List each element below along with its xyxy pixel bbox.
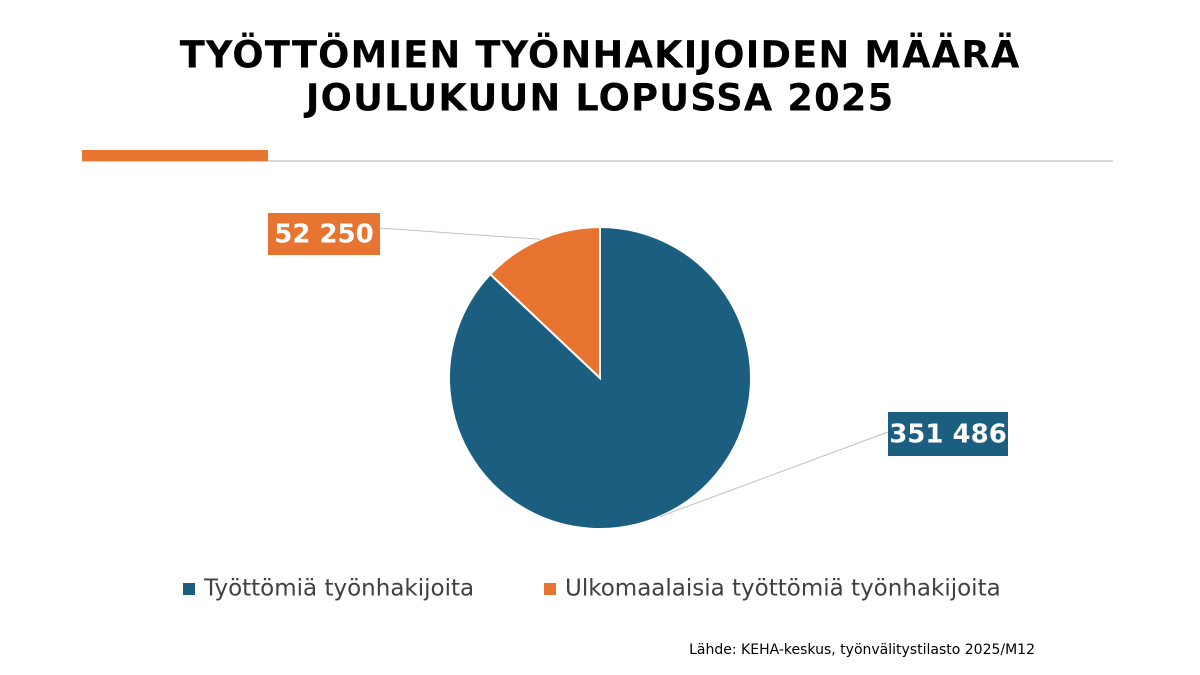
legend-label: Työttömiä työnhakijoita — [203, 576, 474, 602]
chart-title: TYÖTTÖMIEN TYÖNHAKIJOIDEN MÄÄRÄ — [180, 33, 1021, 77]
legend-swatch — [183, 583, 195, 595]
leader-line — [659, 431, 889, 518]
value-label: 52 250 — [274, 220, 374, 250]
pie-slice — [448, 225, 752, 530]
pie-slice — [488, 225, 601, 381]
legend-label: Ulkomaalaisia työttömiä työnhakijoita — [565, 576, 1001, 602]
source: Lähde: KEHA-keskus, työnvälitystilasto 2… — [689, 642, 1035, 658]
value-label-box — [888, 412, 1008, 456]
legend-swatch — [544, 583, 556, 595]
value-label-box — [268, 213, 380, 255]
accent-bar — [82, 150, 268, 161]
value-label: 351 486 — [889, 420, 1007, 450]
leader-line — [379, 227, 541, 240]
chart-title: JOULUKUUN LOPUSSA 2025 — [303, 77, 895, 120]
